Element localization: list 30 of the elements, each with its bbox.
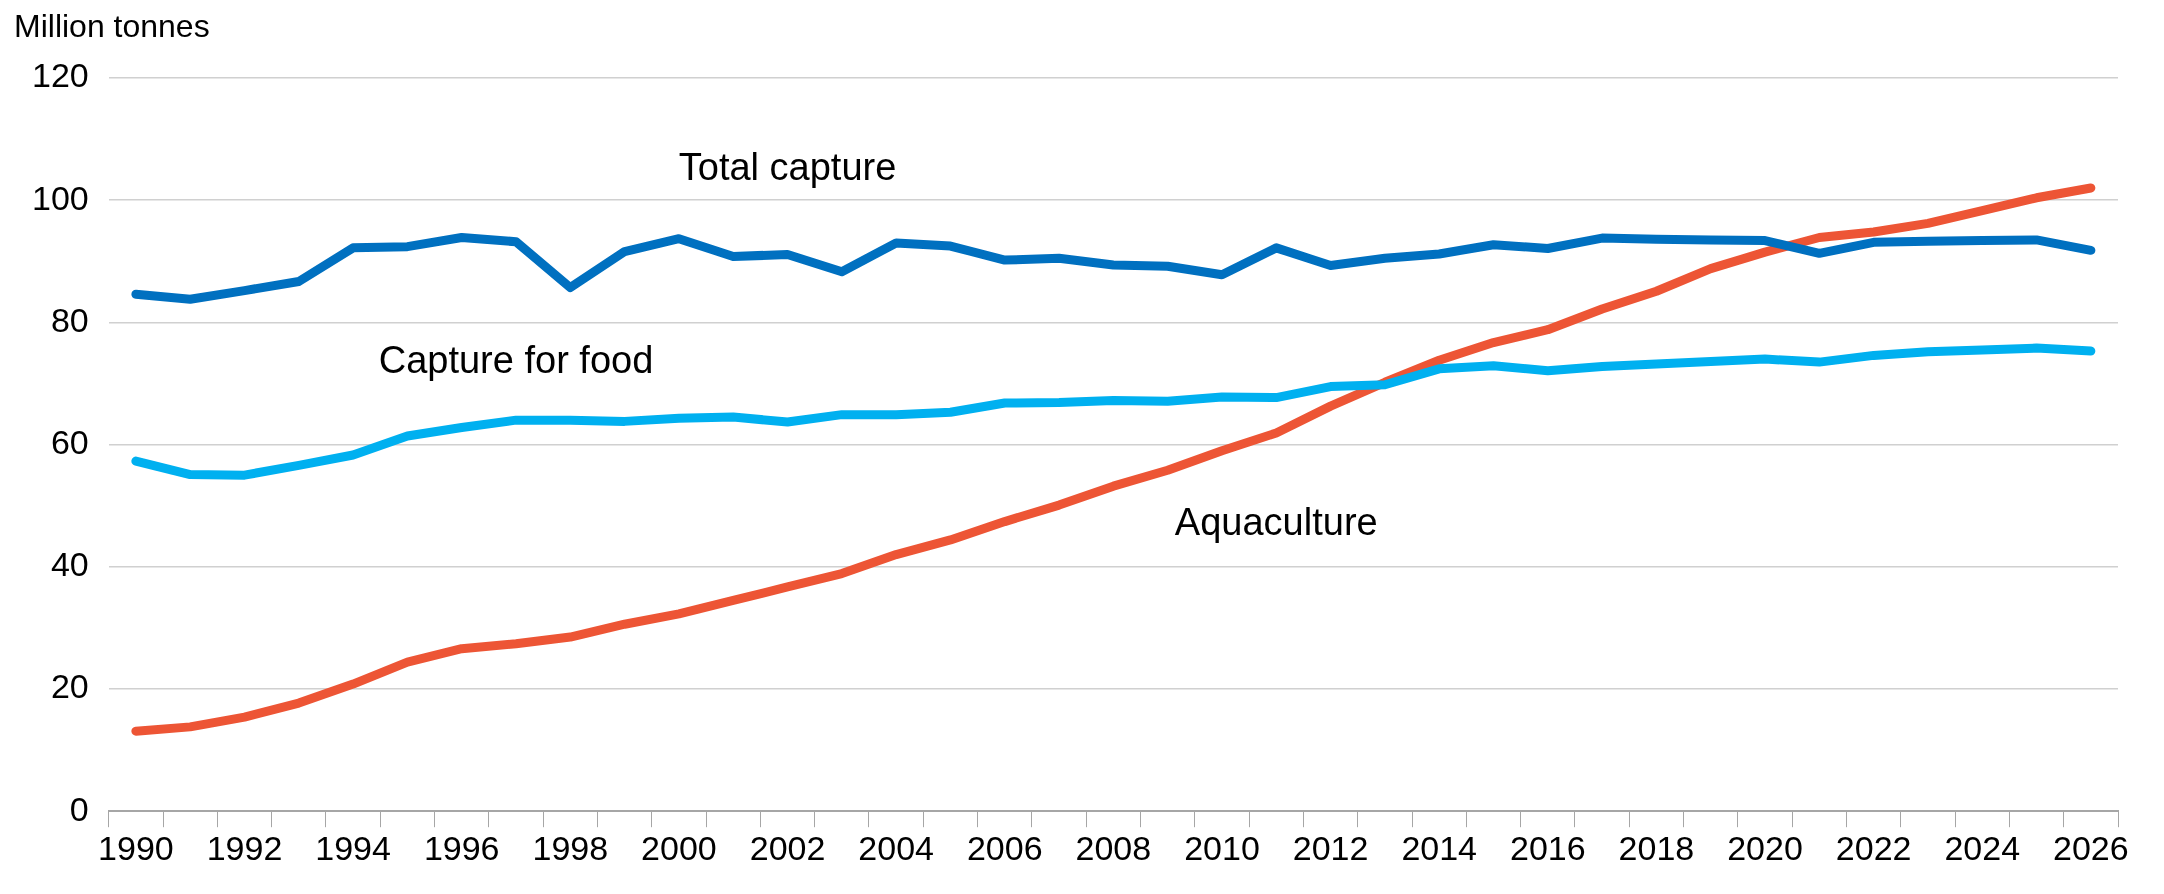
x-tick-label: 2000 — [641, 828, 717, 867]
y-tick-label: 0 — [69, 789, 89, 828]
x-tick-label: 1992 — [206, 828, 283, 867]
x-tick-label: 2024 — [1944, 828, 2021, 867]
x-tick-label: 2026 — [2053, 828, 2129, 867]
series-label: Total capture — [678, 146, 897, 189]
y-tick-label: 80 — [50, 300, 89, 339]
x-tick-label: 2004 — [858, 828, 934, 867]
x-tick-label: 1990 — [98, 828, 174, 867]
y-tick-label: 40 — [50, 545, 89, 584]
x-tick-label: 2022 — [1835, 828, 1912, 867]
y-tick-label: 20 — [50, 667, 89, 706]
x-tick-label: 2020 — [1727, 828, 1803, 867]
x-tick-label: 2012 — [1292, 828, 1369, 867]
x-tick-label: 2008 — [1075, 828, 1152, 867]
series-label: Capture for food — [378, 338, 654, 381]
x-tick-label: 2014 — [1401, 828, 1478, 867]
series-label: Aquaculture — [1174, 500, 1378, 543]
x-tick-label: 1998 — [532, 828, 609, 867]
y-axis-title: Million tonnes — [14, 7, 210, 44]
y-tick-label: 120 — [31, 56, 89, 95]
x-tick-label: 2018 — [1618, 828, 1695, 867]
y-tick-label: 100 — [31, 178, 89, 217]
x-tick-label: 1994 — [315, 828, 391, 867]
x-tick-label: 2002 — [749, 828, 826, 867]
x-tick-label: 2010 — [1184, 828, 1260, 867]
x-tick-label: 2006 — [966, 828, 1043, 867]
x-tick-label: 1996 — [423, 828, 500, 867]
y-tick-label: 60 — [50, 422, 89, 461]
x-tick-label: 2016 — [1509, 828, 1586, 867]
